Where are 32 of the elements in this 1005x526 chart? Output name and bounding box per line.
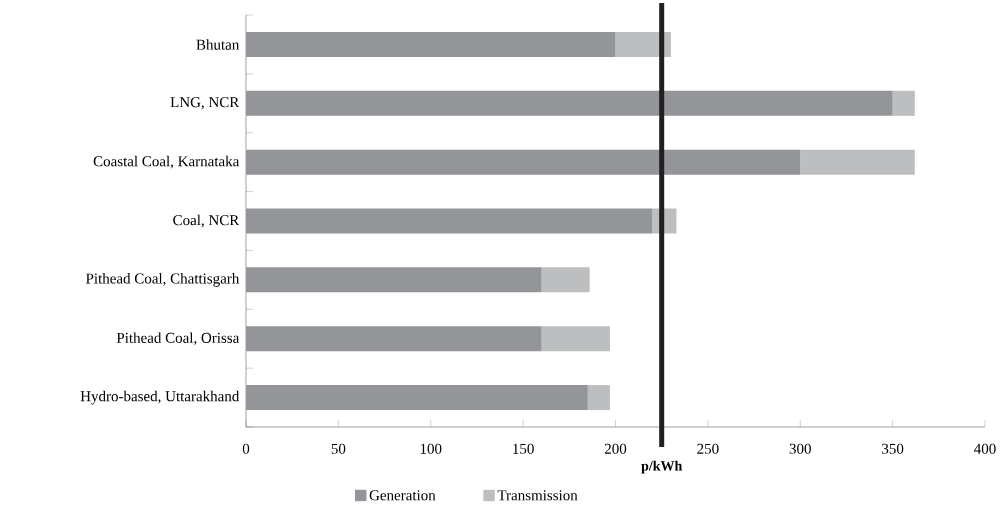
bar: [892, 90, 915, 116]
legend-label: Generation: [369, 490, 436, 501]
y-tick-label: Coastal Coal, Karnataka: [93, 155, 240, 169]
bar: [246, 326, 542, 352]
y-tick-label: Pithead Coal, Chattisgarh: [86, 273, 240, 287]
y-tick-label: LNG, NCR: [170, 97, 240, 110]
bar: [246, 90, 893, 116]
x-tick-label: 150: [513, 443, 534, 454]
y-tick-label: Bhutan: [196, 39, 240, 50]
bar: [246, 208, 653, 234]
x-tick-label: 50: [331, 443, 346, 454]
y-tick-label: Hydro-based, Uttarakhand: [80, 390, 240, 405]
x-tick-label: 350: [882, 443, 904, 454]
bar: [246, 385, 588, 411]
x-tick-label: 400: [974, 443, 996, 454]
y-tick-label: Coal, NCR: [173, 214, 240, 228]
x-tick-label: 200: [604, 443, 627, 454]
x-tick-label: 300: [789, 443, 811, 454]
x-tick-label: 100: [420, 443, 442, 454]
bar: [541, 267, 590, 293]
bar: [800, 149, 915, 175]
y-tick-label: Pithead Coal, Orissa: [116, 332, 240, 346]
ref-line-label: p/kWh: [641, 460, 683, 474]
bar: [615, 31, 671, 57]
bar: [246, 149, 801, 175]
x-tick-label: 0: [242, 443, 250, 454]
legend-label: Transmission: [497, 490, 578, 501]
bar: [541, 326, 610, 352]
bar: [246, 31, 616, 57]
bar: [246, 267, 542, 293]
bar: [587, 385, 610, 411]
x-tick-label: 250: [697, 443, 719, 454]
